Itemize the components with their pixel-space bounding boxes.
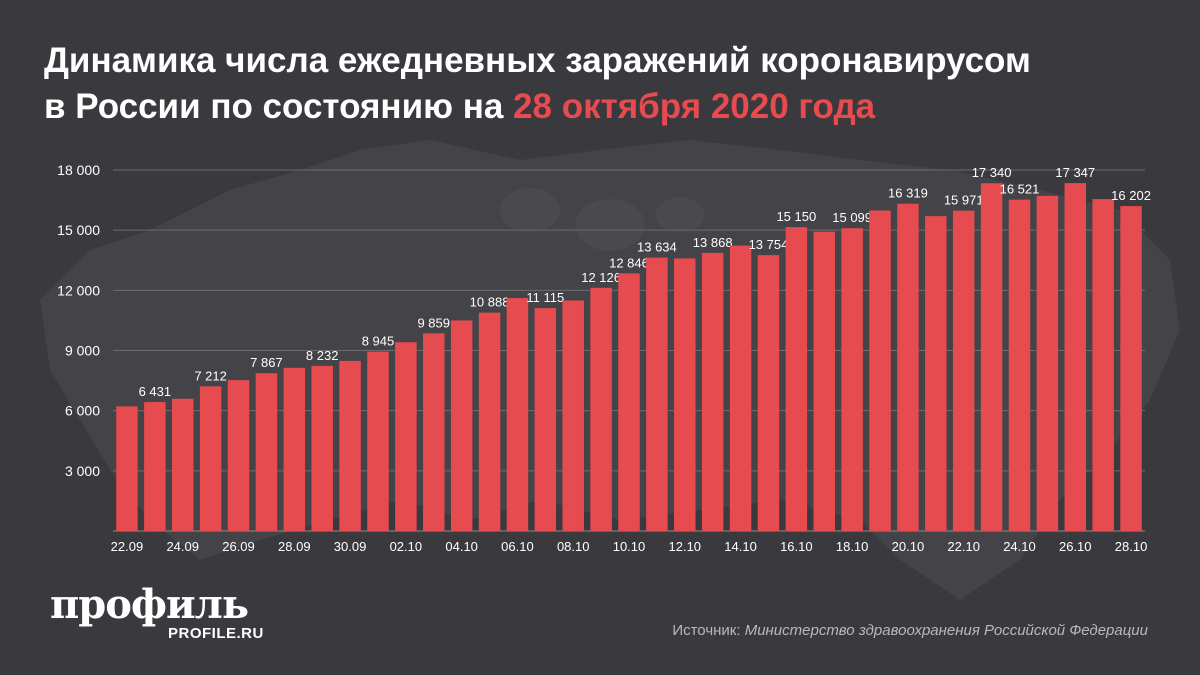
bar-28.10 <box>1120 206 1142 532</box>
title-line-2-text: в России по состоянию на <box>44 87 504 126</box>
data-label: 8 232 <box>306 348 339 363</box>
data-label: 13 754 <box>749 237 789 252</box>
bar-12.10 <box>674 258 696 531</box>
bar-18.10 <box>841 228 863 532</box>
data-label: 13 634 <box>637 240 677 255</box>
x-tick-label: 18.10 <box>836 539 869 554</box>
x-tick-label: 22.09 <box>111 539 144 554</box>
data-label: 16 319 <box>888 186 928 201</box>
x-tick-label: 24.09 <box>166 539 199 554</box>
y-tick-label: 12 000 <box>57 282 100 298</box>
data-label: 7 212 <box>194 368 227 383</box>
bar-11.10 <box>646 257 668 531</box>
logo-url: PROFILE.RU <box>168 625 264 642</box>
data-label: 16 202 <box>1111 188 1151 203</box>
bar-06.10 <box>506 298 529 531</box>
bar-20.10 <box>897 203 919 532</box>
y-tick-label: 15 000 <box>57 222 100 238</box>
data-label: 11 115 <box>526 290 564 305</box>
bar-14.10 <box>729 245 752 531</box>
y-tick-label: 6 000 <box>65 403 100 419</box>
x-tick-label: 12.10 <box>669 539 702 554</box>
bar-26.09 <box>227 380 250 531</box>
x-tick-label: 02.10 <box>390 539 423 554</box>
logo-wordmark: профиль <box>50 581 249 628</box>
profile-logo[interactable]: профиль PROFILE.RU <box>50 581 263 643</box>
x-tick-label: 10.10 <box>613 539 646 554</box>
bar-22.10 <box>952 210 975 531</box>
title-line-1: Динамика числа ежедневных заражений коро… <box>44 41 1031 80</box>
x-tick-label: 22.10 <box>947 539 980 554</box>
bar-02.10 <box>395 342 417 531</box>
bar-15.10 <box>757 255 780 531</box>
bar-05.10 <box>478 312 501 531</box>
bar-26.10 <box>1064 183 1087 531</box>
title-line-2: в России по состоянию на 28 октября 2020… <box>44 84 1174 130</box>
x-tick-label: 26.09 <box>222 539 255 554</box>
bar-13.10 <box>701 252 724 531</box>
source-label: Источник: <box>672 622 741 639</box>
bar-08.10 <box>562 300 584 531</box>
bar-27.10 <box>1092 199 1114 531</box>
bar-01.10 <box>367 351 389 531</box>
x-tick-label: 08.10 <box>557 539 590 554</box>
bar-27.09 <box>255 373 278 531</box>
data-label: 7 867 <box>250 355 283 370</box>
data-label: 15 150 <box>776 209 816 224</box>
data-label: 8 945 <box>362 334 395 349</box>
title-date-highlight: 28 октября 2020 года <box>513 87 876 126</box>
bar-21.10 <box>925 216 947 531</box>
bar-07.10 <box>534 308 557 531</box>
bar-19.10 <box>869 210 891 531</box>
x-tick-label: 14.10 <box>724 539 757 554</box>
y-tick-label: 3 000 <box>65 463 100 479</box>
x-tick-label: 26.10 <box>1059 539 1092 554</box>
source-organization: Министерство здравоохранения Российской … <box>744 622 1148 639</box>
x-tick-label: 28.09 <box>278 539 311 554</box>
x-tick-label: 28.10 <box>1115 539 1148 554</box>
source-note: Источник: Министерство здравоохранения Р… <box>672 622 1148 639</box>
data-label: 12 126 <box>581 270 621 285</box>
data-label: 17 347 <box>1055 165 1095 180</box>
data-label: 13 868 <box>693 235 733 250</box>
data-label: 15 099 <box>832 210 872 225</box>
bar-23.10 <box>980 183 1003 531</box>
x-tick-label: 06.10 <box>501 539 534 554</box>
y-tick-label: 9 000 <box>65 343 100 359</box>
bar-03.10 <box>423 333 445 531</box>
x-tick-label: 04.10 <box>445 539 478 554</box>
data-label: 16 521 <box>1000 182 1040 197</box>
bar-23.09 <box>144 402 166 531</box>
data-label: 6 431 <box>139 384 172 399</box>
data-label: 12 846 <box>609 255 649 270</box>
x-tick-label: 20.10 <box>892 539 925 554</box>
chart-title: Динамика числа ежедневных заражений коро… <box>44 38 1174 130</box>
bar-22.09 <box>116 406 138 531</box>
data-label: 9 859 <box>417 315 450 330</box>
bar-30.09 <box>339 360 361 531</box>
bar-17.10 <box>813 231 835 531</box>
bar-16.10 <box>785 227 808 532</box>
data-label: 17 340 <box>972 165 1012 180</box>
bar-04.10 <box>450 320 473 531</box>
data-label: 15 971 <box>944 193 984 208</box>
x-tick-label: 24.10 <box>1003 539 1036 554</box>
bar-24.10 <box>1008 199 1031 531</box>
bar-09.10 <box>590 287 612 531</box>
bar-25.10 <box>1036 195 1059 531</box>
bar-10.10 <box>618 273 640 531</box>
x-tick-label: 30.09 <box>334 539 367 554</box>
bar-25.09 <box>199 386 222 531</box>
bar-29.09 <box>311 365 333 531</box>
data-label: 10 888 <box>470 295 510 310</box>
y-tick-label: 18 000 <box>57 162 100 178</box>
bar-24.09 <box>171 398 194 531</box>
bar-28.09 <box>283 367 306 531</box>
x-tick-label: 16.10 <box>780 539 813 554</box>
